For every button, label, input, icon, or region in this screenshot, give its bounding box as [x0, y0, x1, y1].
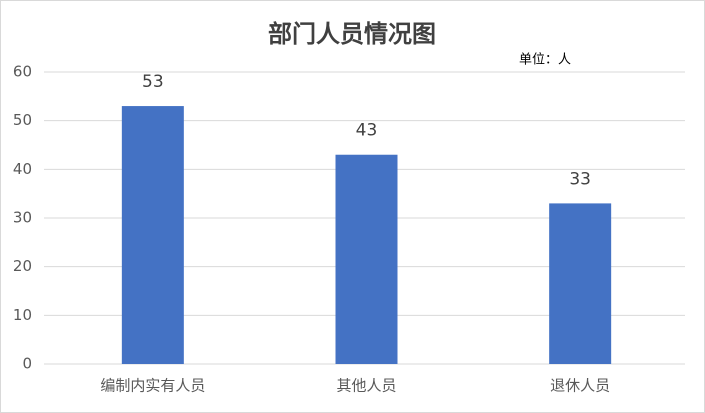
y-tick-label: 30 — [13, 209, 32, 227]
bar — [121, 106, 184, 365]
y-tick-label: 50 — [13, 111, 32, 129]
bar — [549, 203, 612, 364]
x-tick-label: 编制内实有人员 — [100, 377, 205, 395]
y-tick-label: 0 — [22, 355, 32, 373]
x-tick-label: 其他人员 — [336, 377, 396, 395]
y-tick-label: 10 — [13, 306, 32, 324]
bar — [335, 154, 398, 364]
chart-title: 部门人员情况图 — [268, 20, 436, 48]
y-tick-label: 20 — [13, 257, 32, 275]
unit-annotation: 单位：人 — [519, 53, 571, 68]
data-label: 33 — [569, 169, 591, 189]
x-tick-label: 退休人员 — [550, 377, 610, 395]
y-tick-label: 40 — [13, 160, 32, 178]
y-tick-label: 60 — [13, 63, 32, 81]
data-label: 53 — [142, 72, 164, 92]
data-label: 43 — [356, 121, 378, 141]
